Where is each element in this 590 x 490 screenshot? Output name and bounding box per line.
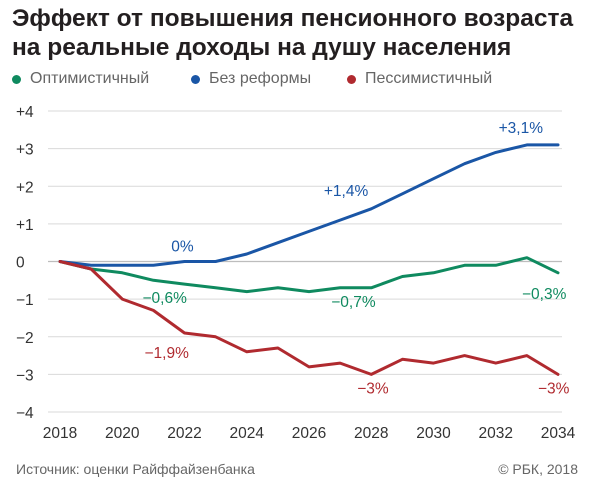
series-line-0 — [58, 256, 560, 294]
x-tick-label: 2022 — [167, 425, 201, 442]
y-tick-label: −2 — [16, 330, 34, 347]
line-chart: +4 +3 +2 +1 0 −1 −2 −3 −4 2018 2020 2022 2024 2026 202… — [16, 104, 576, 442]
legend-item-no-reform: Без реформы — [191, 67, 311, 91]
y-tick-label: −1 — [16, 292, 34, 309]
y-tick-label: +2 — [16, 179, 34, 196]
legend-dot-optimistic — [12, 74, 21, 84]
chart-title: Эффект от повышения пенсионного возраста… — [12, 4, 582, 62]
legend-dot-pessimistic — [347, 74, 356, 84]
x-tick-label: 2034 — [541, 425, 576, 442]
y-tick-label: 0 — [16, 255, 25, 272]
data-label: −0,6% — [143, 290, 188, 307]
x-tick-label: 2032 — [479, 425, 513, 442]
y-tick-label: +3 — [16, 142, 34, 159]
series-line-1 — [58, 143, 560, 267]
y-tick-label: −3 — [16, 367, 34, 384]
data-label: −3% — [538, 380, 570, 397]
legend: Оптимистичный Без реформы Пессимистичный — [12, 67, 582, 91]
data-label: +3,1% — [499, 120, 544, 137]
x-tick-label: 2026 — [292, 425, 326, 442]
data-label: +1,4% — [324, 183, 369, 200]
data-label: −0,3% — [522, 286, 567, 303]
y-tick-label: +1 — [16, 217, 34, 234]
y-tick-label: −4 — [16, 405, 34, 422]
legend-label-pessimistic: Пессимистичный — [365, 70, 493, 87]
title-line-1: Эффект от повышения пенсионного возраста — [12, 5, 574, 32]
legend-item-optimistic: Оптимистичный — [12, 67, 149, 91]
legend-dot-no-reform — [191, 74, 200, 84]
x-tick-label: 2024 — [230, 425, 265, 442]
x-tick-label: 2030 — [416, 425, 451, 442]
legend-label-no-reform: Без реформы — [209, 70, 312, 87]
title-line-2: на реальные доходы на душу населения — [12, 34, 512, 61]
legend-item-pessimistic: Пессимистичный — [347, 67, 492, 91]
legend-label-optimistic: Оптимистичный — [30, 70, 150, 87]
data-label: −0,7% — [331, 294, 376, 311]
copyright: © РБК, 2018 — [498, 461, 578, 477]
x-tick-label: 2028 — [354, 425, 388, 442]
source-note: Источник: оценки Райффайзенбанка — [16, 461, 255, 477]
y-tick-label: +4 — [16, 104, 34, 121]
data-label: −3% — [357, 380, 389, 397]
x-tick-label: 2018 — [43, 425, 77, 442]
series-line-2 — [58, 260, 560, 376]
x-tick-label: 2020 — [105, 425, 140, 442]
data-label: −1,9% — [145, 345, 190, 362]
data-label: 0% — [171, 239, 194, 256]
